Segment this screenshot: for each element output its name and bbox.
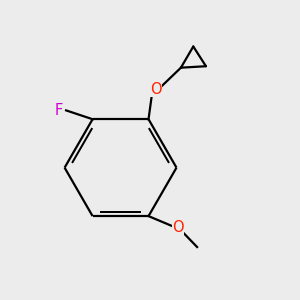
Text: F: F <box>54 103 63 118</box>
Text: O: O <box>172 220 184 236</box>
Text: O: O <box>150 82 162 97</box>
